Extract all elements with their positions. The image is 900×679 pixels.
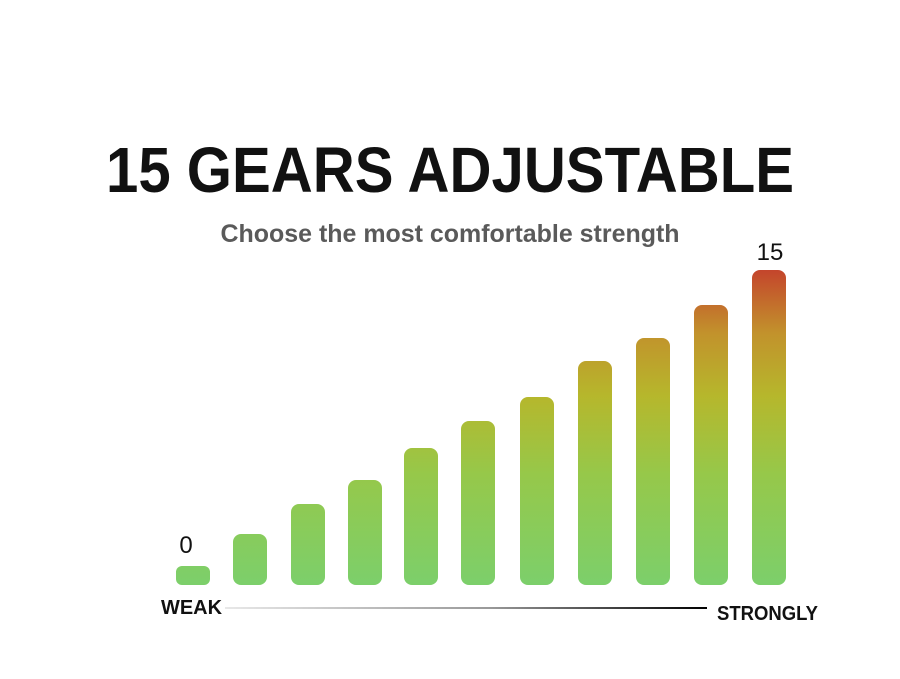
bar [461, 421, 495, 585]
title: 15 GEARS ADJUSTABLE [106, 134, 794, 206]
strong-label: STRONGLY [717, 603, 819, 625]
bar [636, 338, 670, 585]
subtitle: Choose the most comfortable strength [221, 220, 680, 248]
bar [694, 305, 728, 585]
bars [176, 270, 786, 585]
max-label: 15 [757, 239, 784, 266]
scale-line [225, 607, 707, 609]
bar [291, 504, 325, 585]
bar [348, 480, 382, 585]
bar [233, 534, 267, 585]
bar [520, 397, 554, 585]
bar [752, 270, 786, 585]
min-label: 0 [179, 532, 192, 559]
weak-label: WEAK [161, 597, 223, 619]
bar [578, 361, 612, 585]
bar [404, 448, 438, 585]
bar [176, 566, 210, 585]
